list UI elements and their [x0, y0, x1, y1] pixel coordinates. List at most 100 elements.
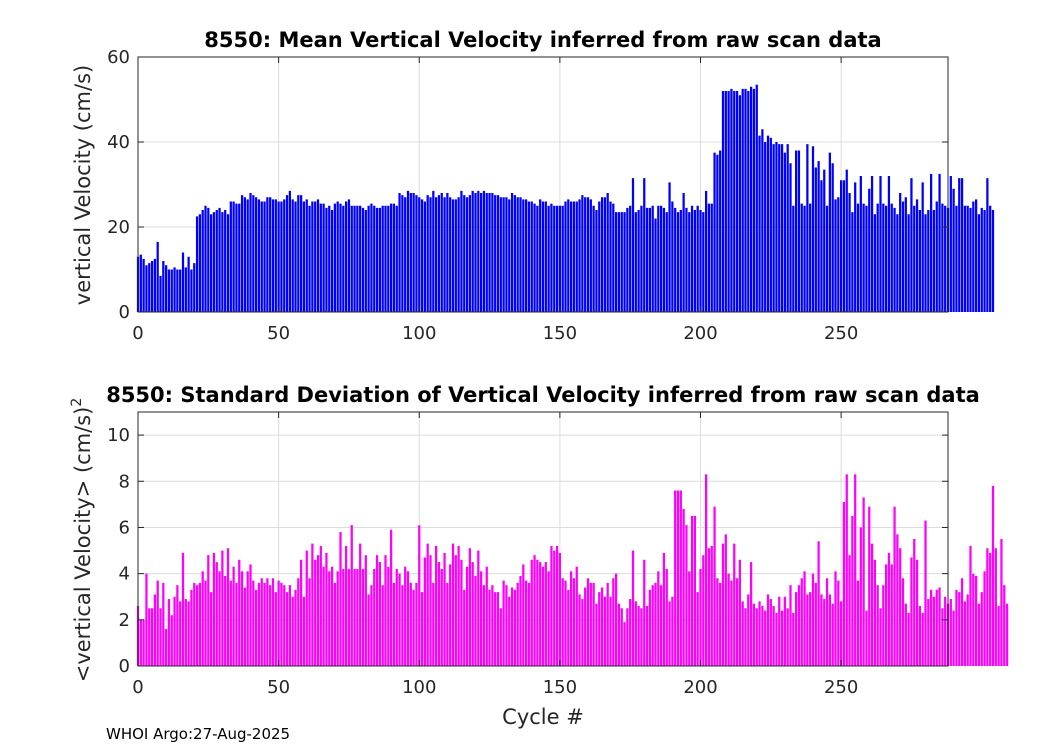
bar: [584, 587, 587, 666]
bar: [662, 207, 666, 313]
bar: [730, 88, 733, 313]
bar: [834, 199, 837, 313]
bar: [558, 552, 561, 666]
bar: [274, 199, 277, 313]
bar: [615, 573, 618, 666]
bar: [547, 571, 550, 666]
bar: [617, 212, 621, 313]
bar: [983, 571, 986, 666]
bar: [758, 135, 761, 313]
bar: [555, 205, 559, 312]
bar: [915, 199, 919, 313]
bar: [963, 601, 966, 666]
bar: [485, 566, 488, 666]
bar: [260, 578, 263, 666]
bar: [477, 550, 480, 666]
bar: [477, 190, 480, 313]
bar: [139, 254, 142, 313]
bar: [167, 269, 171, 312]
bar: [907, 612, 910, 666]
bar: [224, 575, 227, 666]
bar: [221, 550, 224, 666]
bar: [395, 205, 398, 312]
bar: [856, 580, 860, 666]
bar: [795, 150, 798, 312]
y-tick-label: 8: [119, 471, 130, 492]
bar: [584, 197, 587, 312]
bar: [359, 543, 362, 666]
bar: [837, 580, 840, 666]
bar: [786, 144, 789, 313]
bar: [300, 559, 303, 666]
bar: [232, 566, 235, 666]
bar: [257, 582, 261, 666]
bar: [941, 203, 944, 313]
bar: [432, 582, 435, 666]
bar: [795, 592, 798, 666]
bar: [260, 201, 263, 312]
bar: [176, 585, 179, 666]
bar: [879, 608, 882, 666]
bar: [339, 532, 342, 666]
bar: [612, 203, 615, 313]
bar: [811, 573, 815, 666]
bar: [783, 596, 786, 666]
bar: [541, 566, 545, 666]
bar: [721, 91, 725, 312]
bar: [170, 615, 173, 666]
bar: [257, 199, 261, 313]
bar: [960, 578, 964, 666]
bar: [927, 599, 930, 666]
y-tick-label: 2: [119, 610, 130, 631]
bar: [150, 608, 154, 666]
bar: [527, 201, 531, 312]
bar: [314, 559, 317, 666]
bar: [401, 195, 404, 313]
bar: [837, 197, 840, 312]
bar: [1005, 603, 1009, 666]
bar: [446, 582, 449, 666]
bar: [561, 578, 564, 666]
bar: [682, 508, 685, 666]
bar: [139, 619, 142, 666]
bar: [645, 207, 649, 313]
bar: [969, 545, 972, 666]
bar: [921, 612, 924, 666]
bar: [345, 201, 348, 312]
bar: [651, 585, 654, 666]
bar: [944, 596, 947, 666]
bar: [361, 207, 365, 313]
bar: [204, 205, 207, 312]
bar: [845, 169, 848, 313]
bar: [463, 195, 466, 313]
bar: [516, 197, 519, 312]
bar: [491, 585, 494, 666]
bar: [454, 555, 457, 666]
bar: [367, 594, 370, 666]
bar: [404, 197, 407, 312]
bar: [544, 201, 547, 312]
bar: [159, 275, 162, 313]
bar: [707, 548, 711, 666]
bar: [463, 589, 466, 666]
x-tick-label: 50: [267, 323, 290, 344]
bar: [502, 580, 505, 666]
bar: [302, 596, 306, 666]
bar: [201, 210, 204, 312]
bar: [328, 205, 331, 312]
bar: [474, 575, 477, 666]
bar: [930, 173, 933, 313]
bar: [814, 167, 817, 312]
bar: [710, 545, 713, 666]
bar: [297, 578, 300, 666]
bar: [893, 506, 896, 666]
axes-box: [137, 56, 949, 313]
bar: [308, 205, 311, 312]
bar: [615, 212, 618, 313]
bar: [780, 144, 784, 313]
bar: [420, 199, 424, 313]
chart-title: 8550: Standard Deviation of Vertical Vel…: [106, 383, 980, 407]
bar: [741, 88, 744, 313]
bar: [831, 603, 834, 666]
bar: [955, 205, 958, 312]
